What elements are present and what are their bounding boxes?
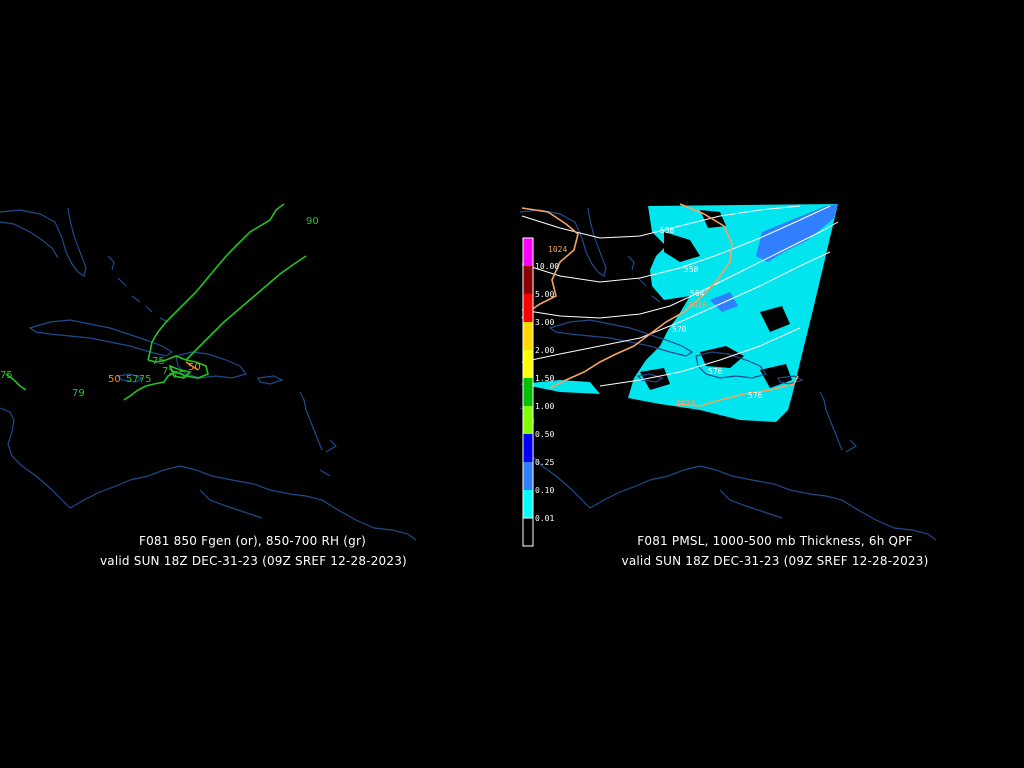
fgen-label: 50 [188, 362, 201, 373]
colorbar-label: 2.00 [535, 346, 554, 355]
qpf-shading [520, 204, 838, 422]
left-map: 90 75 75 75 79 5775 75 50 50 [0, 203, 417, 541]
rh-label: 90 [306, 216, 319, 227]
colorbar-label: 0.25 [535, 458, 554, 467]
colorbar-label: 0.50 [535, 430, 554, 439]
thickness-contours [521, 205, 839, 387]
fgen-contours [185, 361, 199, 371]
colorbar-label: 5.00 [535, 290, 554, 299]
qpf-colorbar [522, 237, 534, 547]
thickness-label: 570 [672, 325, 687, 334]
pmsl-label: 1024 [548, 245, 567, 254]
thickness-label: 564 [690, 289, 705, 298]
rh-label: 75 [0, 370, 13, 381]
colorbar-label: 0.10 [535, 486, 554, 495]
right-map-title: F081 PMSL, 1000-500 mb Thickness, 6h QPF [637, 534, 913, 548]
colorbar-label: 3.00 [535, 318, 554, 327]
right-map-valid-time: valid SUN 18Z DEC-31-23 (09Z SREF 12-28-… [621, 554, 929, 568]
rh-label: 79 [72, 388, 85, 399]
pmsl-label: 1016 [676, 399, 695, 408]
thickness-label: 558 [660, 226, 675, 235]
rh-label: 5775 [126, 374, 151, 385]
fgen-label: 50 [108, 374, 121, 385]
rh-contours [5, 203, 307, 401]
pmsl-contours [521, 203, 799, 407]
colorbar-label: 1.00 [535, 402, 554, 411]
colorbar-label: 0.01 [535, 514, 554, 523]
left-map-title: F081 850 Fgen (or), 850-700 RH (gr) [139, 534, 366, 548]
pmsl-label: 1016 [688, 301, 707, 310]
thickness-label: 558 [684, 265, 699, 274]
colorbar-label: 10.00 [535, 262, 559, 271]
colorbar-label: 1.50 [535, 374, 554, 383]
rh-label: 75 [172, 370, 185, 381]
rh-label: 75 [152, 356, 165, 367]
thickness-label: 576 [748, 391, 763, 400]
rh-label: 75 [162, 366, 175, 377]
left-map-valid-time: valid SUN 18Z DEC-31-23 (09Z SREF 12-28-… [100, 554, 407, 568]
left-coastlines [0, 207, 417, 541]
right-map: 1024 1016 1016 558 558 564 570 576 576 1… [519, 203, 937, 547]
thickness-label: 576 [708, 367, 723, 376]
